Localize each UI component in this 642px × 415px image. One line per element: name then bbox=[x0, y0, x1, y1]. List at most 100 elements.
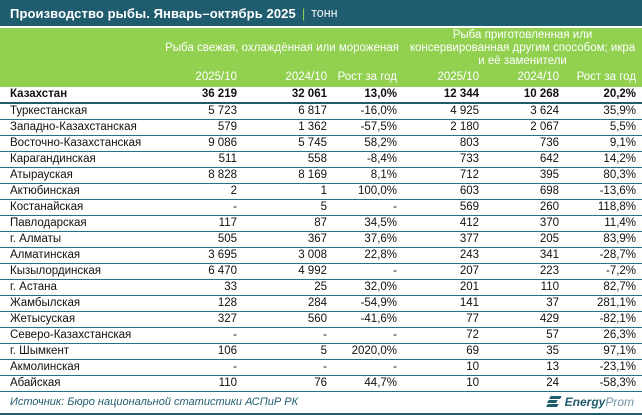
table-header: Рыба свежая, охлаждённая или мороженая Р… bbox=[0, 28, 642, 87]
value-cell: 80,3% bbox=[565, 167, 642, 184]
column-group-fresh-fish: Рыба свежая, охлаждённая или мороженая bbox=[161, 28, 404, 68]
value-cell: 511 bbox=[161, 151, 243, 168]
value-cell: - bbox=[243, 359, 333, 376]
value-cell: 141 bbox=[403, 295, 486, 312]
value-cell: 8 169 bbox=[243, 167, 333, 184]
value-cell: -7,2% bbox=[565, 263, 642, 280]
value-cell: 2 067 bbox=[485, 119, 566, 136]
table-row: Западно-Казахстанская 579 1 362 -57,5% 2 180… bbox=[0, 119, 642, 136]
region-name: Жамбылская bbox=[0, 295, 161, 312]
value-cell: - bbox=[161, 359, 243, 376]
value-cell: 72 bbox=[403, 327, 486, 344]
value-cell: 5 bbox=[243, 199, 333, 216]
value-cell: 205 bbox=[485, 231, 566, 248]
region-name: г. Астана bbox=[0, 279, 161, 296]
table-row: Северо-Казахстанская - - -72 57 26,3% bbox=[0, 327, 642, 344]
value-cell: 44,7% bbox=[333, 375, 404, 392]
value-cell: 118,8% bbox=[565, 199, 642, 216]
value-cell: 2 bbox=[161, 183, 243, 200]
region-name: Алматинская bbox=[0, 247, 161, 264]
value-cell: -23,1% bbox=[565, 359, 642, 376]
col-header-growth-b: Рост за год bbox=[565, 68, 642, 87]
value-cell: 9,1% bbox=[565, 135, 642, 152]
value-cell: 698 bbox=[485, 183, 566, 200]
value-cell: 201 bbox=[403, 279, 486, 296]
value-cell: 367 bbox=[243, 231, 333, 248]
value-cell: 10 bbox=[403, 359, 486, 376]
header-region-cell bbox=[0, 68, 161, 87]
value-cell: 5 bbox=[243, 343, 333, 360]
value-cell: 100,0% bbox=[333, 183, 404, 200]
value-cell: 341 bbox=[485, 247, 566, 264]
value-cell: 733 bbox=[403, 151, 486, 168]
region-name: Туркестанская bbox=[0, 103, 161, 120]
value-cell: -8,4% bbox=[333, 151, 404, 168]
value-cell: 34,5% bbox=[333, 215, 404, 232]
value-cell: 24 bbox=[485, 375, 566, 392]
value-cell: 284 bbox=[243, 295, 333, 312]
value-cell: 9 086 bbox=[161, 135, 243, 152]
value-cell: - bbox=[161, 199, 243, 216]
value-cell: 260 bbox=[485, 199, 566, 216]
region-name: г. Шымкент bbox=[0, 343, 161, 360]
value-cell: 712 bbox=[403, 167, 486, 184]
value-cell: 32 061 bbox=[243, 87, 333, 104]
col-header-2024-10-b: 2024/10 bbox=[485, 68, 566, 87]
value-cell: 3 008 bbox=[243, 247, 333, 264]
value-cell: 12 344 bbox=[403, 87, 486, 104]
region-name: Костанайская bbox=[0, 199, 161, 216]
table-row: Алматинская 3 695 3 008 22,8% 243 341 -28,7% bbox=[0, 247, 642, 264]
value-cell: 97,1% bbox=[565, 343, 642, 360]
value-cell: 83,9% bbox=[565, 231, 642, 248]
table-row: Атырауская 8 828 8 169 8,1% 712 395 80,3% bbox=[0, 167, 642, 184]
value-cell: 736 bbox=[485, 135, 566, 152]
value-cell: 106 bbox=[161, 343, 243, 360]
col-header-2025-10-a: 2025/10 bbox=[161, 68, 243, 87]
value-cell: 642 bbox=[485, 151, 566, 168]
value-cell: 13,0% bbox=[333, 87, 404, 104]
value-cell: 57 bbox=[485, 327, 566, 344]
table-row: Туркестанская 5 723 6 817 -16,0% 4 925 3 624 3… bbox=[0, 103, 642, 120]
value-cell: 243 bbox=[403, 247, 486, 264]
footer: Источник: Бюро национальной статистики А… bbox=[0, 393, 642, 411]
value-cell: 36 219 bbox=[161, 87, 243, 104]
header-corner-cell bbox=[0, 28, 161, 68]
value-cell: -13,6% bbox=[565, 183, 642, 200]
value-cell: 395 bbox=[485, 167, 566, 184]
value-cell: 10 bbox=[403, 375, 486, 392]
value-cell: 281,1% bbox=[565, 295, 642, 312]
column-group-prepared-fish: Рыба приготовленная или консервированная… bbox=[403, 28, 642, 68]
value-cell: 370 bbox=[485, 215, 566, 232]
value-cell: 803 bbox=[403, 135, 486, 152]
region-name: Кызылординская bbox=[0, 263, 161, 280]
value-cell: 32,0% bbox=[333, 279, 404, 296]
value-cell: 22,8% bbox=[333, 247, 404, 264]
value-cell: 569 bbox=[403, 199, 486, 216]
value-cell: 110 bbox=[485, 279, 566, 296]
table-row: Кызылординская 6 470 4 992-207 223 -7,2% bbox=[0, 263, 642, 280]
value-cell: 1 362 bbox=[243, 119, 333, 136]
value-cell: -58,3% bbox=[565, 375, 642, 392]
value-cell: 110 bbox=[161, 375, 243, 392]
logo-text-light: Prom bbox=[605, 395, 634, 409]
region-name: Восточно-Казахстанская bbox=[0, 135, 161, 152]
table-row: Актюбинская 2 1 100,0% 603 698 -13,6% bbox=[0, 183, 642, 200]
title-separator: | bbox=[301, 5, 306, 21]
value-cell: 11,4% bbox=[565, 215, 642, 232]
value-cell: - bbox=[243, 327, 333, 344]
value-cell: 579 bbox=[161, 119, 243, 136]
value-cell: 429 bbox=[485, 311, 566, 328]
value-cell: 35,9% bbox=[565, 103, 642, 120]
value-cell: 8,1% bbox=[333, 167, 404, 184]
value-cell: 8 828 bbox=[161, 167, 243, 184]
value-cell: 327 bbox=[161, 311, 243, 328]
value-cell: 223 bbox=[485, 263, 566, 280]
region-name: Западно-Казахстанская bbox=[0, 119, 161, 136]
value-cell: 5 745 bbox=[243, 135, 333, 152]
value-cell: - bbox=[161, 327, 243, 344]
value-cell: 76 bbox=[243, 375, 333, 392]
title-bar: Производство рыбы. Январь–октябрь 2025 |… bbox=[0, 0, 642, 26]
region-name: Абайская bbox=[0, 375, 161, 392]
value-cell: 3 695 bbox=[161, 247, 243, 264]
